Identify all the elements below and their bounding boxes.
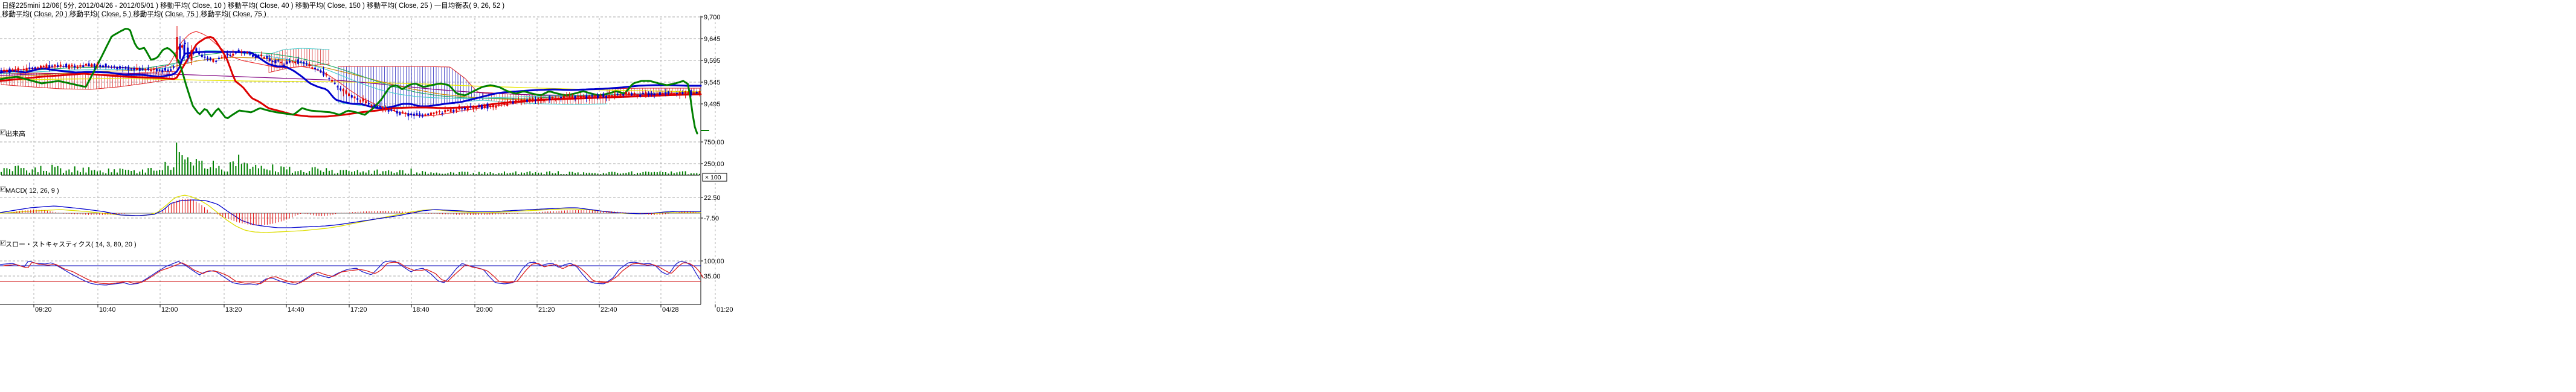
svg-text:10:40: 10:40 xyxy=(99,306,116,313)
svg-text:14:40: 14:40 xyxy=(288,306,304,313)
svg-text:17:20: 17:20 xyxy=(350,306,367,313)
svg-text:250.00: 250.00 xyxy=(704,161,724,168)
svg-text:20:00: 20:00 xyxy=(476,306,493,313)
svg-text:12:00: 12:00 xyxy=(161,306,178,313)
svg-text:スロー・ストキャスティクス( 14, 3, 80, 20 ): スロー・ストキャスティクス( 14, 3, 80, 20 ) xyxy=(5,240,137,248)
svg-text:04/28: 04/28 xyxy=(662,306,679,313)
svg-text:日経225mini 12/06( 5分, 2012/04/2: 日経225mini 12/06( 5分, 2012/04/26 - 2012/0… xyxy=(2,1,504,10)
svg-text:9,645: 9,645 xyxy=(704,36,721,43)
svg-text:× 100: × 100 xyxy=(705,174,721,181)
svg-text:09:20: 09:20 xyxy=(35,306,52,313)
svg-text:移動平均( Close, 20 ) 移動平均( Clo: 移動平均( Close, 20 ) 移動平均( Close, 5 ) 移動平均(… xyxy=(2,10,266,18)
svg-text:21:20: 21:20 xyxy=(538,306,555,313)
svg-text:22.50: 22.50 xyxy=(704,194,721,202)
svg-text:MACD( 12, 26, 9 ): MACD( 12, 26, 9 ) xyxy=(5,187,59,194)
svg-text:01:20: 01:20 xyxy=(716,306,733,313)
svg-text:9,595: 9,595 xyxy=(704,57,721,65)
svg-text:750.00: 750.00 xyxy=(704,139,724,146)
svg-text:出来高: 出来高 xyxy=(5,129,25,138)
svg-text:-7.50: -7.50 xyxy=(704,215,719,222)
svg-text:35.00: 35.00 xyxy=(704,273,721,280)
svg-text:9,700: 9,700 xyxy=(704,14,721,21)
svg-text:18:40: 18:40 xyxy=(413,306,430,313)
svg-text:100.00: 100.00 xyxy=(704,258,724,265)
svg-text:9,495: 9,495 xyxy=(704,101,721,108)
svg-text:22:40: 22:40 xyxy=(601,306,617,313)
svg-text:9,545: 9,545 xyxy=(704,79,721,86)
svg-text:13:20: 13:20 xyxy=(225,306,242,313)
